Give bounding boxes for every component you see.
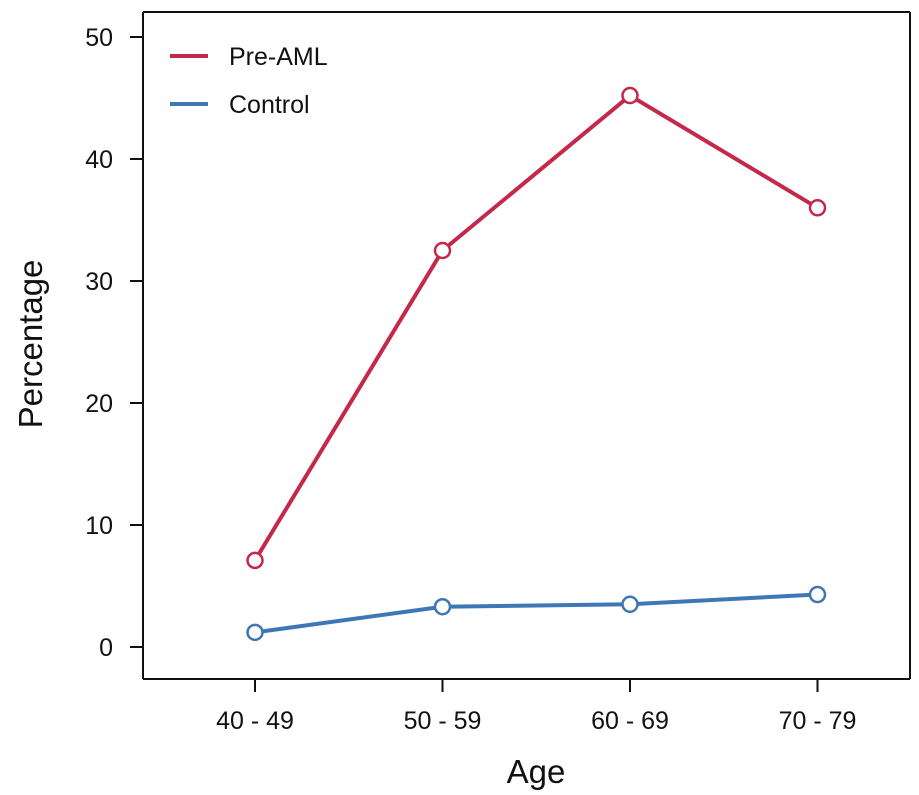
data-point-pre-aml (808, 199, 827, 217)
series-pre-aml (246, 86, 827, 570)
plot-frame (143, 11, 911, 679)
x-axis-title: Age (507, 753, 566, 790)
x-axis: 40 - 49 50 - 59 60 - 69 70 - 79 (143, 678, 910, 735)
y-axis: 0 10 20 30 40 50 (85, 12, 144, 679)
series-line-control (253, 592, 820, 635)
data-point-control (808, 585, 827, 604)
y-tick-label: 10 (85, 512, 113, 540)
data-point-pre-aml (621, 86, 639, 105)
legend: Pre-AML Control (170, 43, 328, 119)
data-point-control (433, 597, 452, 616)
series-line-pre-aml (253, 93, 820, 563)
data-point-control (246, 623, 264, 642)
y-axis-title: Percentage (12, 260, 49, 429)
y-tick-label: 40 (85, 146, 113, 174)
y-tick-label: 0 (99, 634, 113, 662)
x-tick-label: 40 - 49 (216, 707, 294, 735)
series-control (246, 585, 827, 642)
data-point-control (621, 595, 639, 614)
y-tick-label: 20 (85, 390, 113, 418)
x-tick-label: 50 - 59 (404, 707, 482, 735)
data-point-pre-aml (433, 241, 452, 260)
x-tick-label: 70 - 79 (779, 707, 857, 735)
y-tick-label: 50 (85, 24, 113, 52)
y-tick-label: 30 (85, 268, 113, 296)
series-layer (246, 86, 827, 642)
legend-label-control: Control (229, 91, 310, 119)
x-tick-label: 60 - 69 (591, 707, 669, 735)
legend-label-pre-aml: Pre-AML (229, 43, 328, 71)
data-point-pre-aml (246, 551, 264, 570)
